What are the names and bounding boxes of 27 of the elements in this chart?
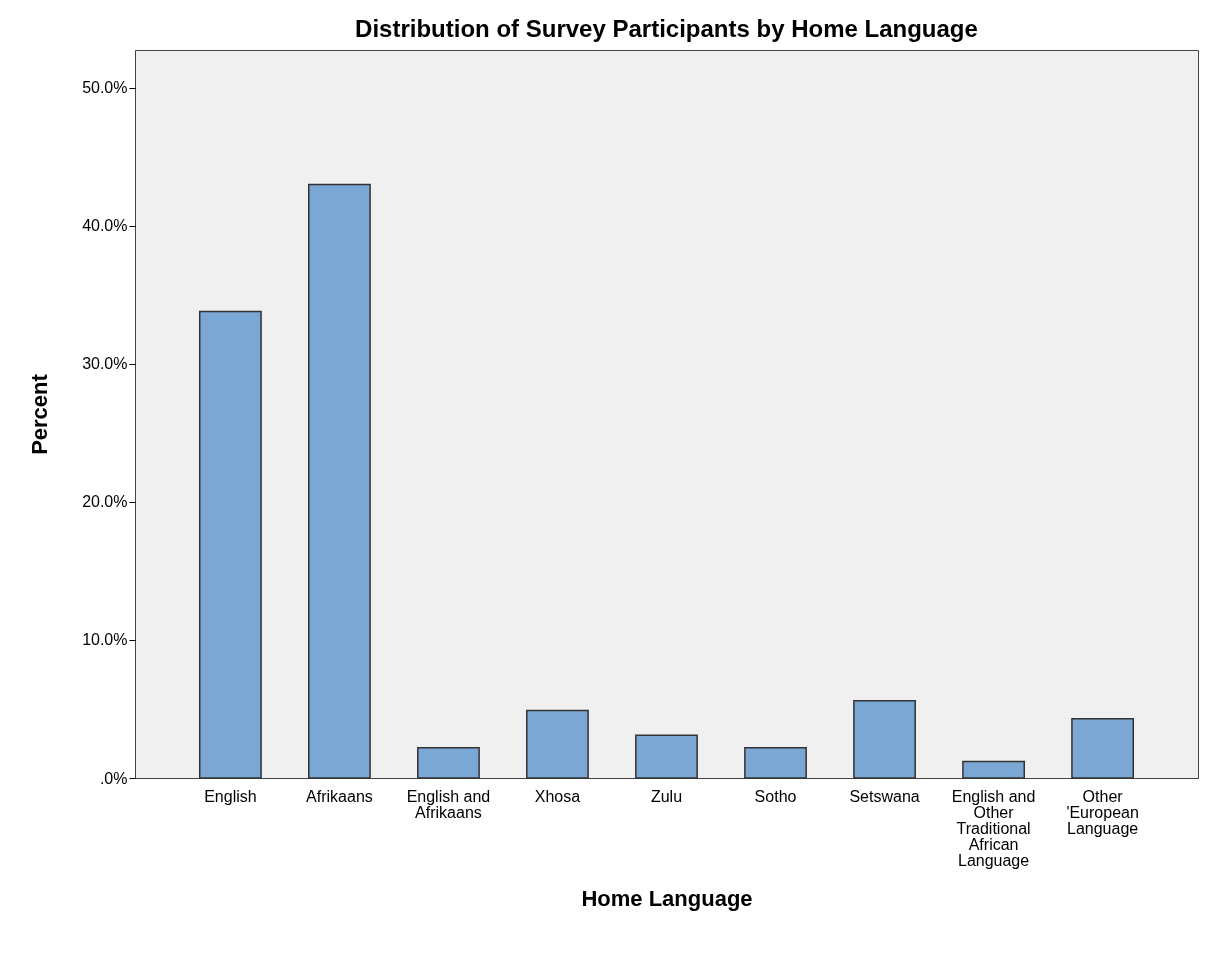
y-tick-label: .0% — [99, 769, 128, 787]
x-tick-label: English and Other Traditional African Language — [951, 787, 1036, 869]
x-tick-label: Zulu — [650, 787, 683, 805]
x-tick-label: Sotho — [754, 787, 797, 805]
x-tick-label: Setswana — [849, 787, 920, 805]
x-tick-label: Xhosa — [534, 787, 581, 805]
y-tick-label: 40.0% — [82, 217, 128, 235]
y-tick-label: 20.0% — [82, 493, 128, 511]
bar — [417, 746, 480, 779]
y-tick-label: 50.0% — [82, 79, 128, 97]
bar — [198, 310, 262, 779]
x-tick-label: English — [204, 787, 257, 805]
y-axis-title: Percent — [27, 373, 53, 455]
y-tick-label: 30.0% — [82, 355, 128, 373]
bar — [744, 746, 807, 779]
x-axis-title: Home Language — [581, 885, 753, 911]
x-tick-label: Other 'European Language — [1066, 787, 1139, 837]
bar — [853, 699, 916, 779]
x-tick-label: Afrikaans — [306, 787, 373, 805]
bar — [1071, 717, 1135, 779]
bar — [635, 734, 698, 779]
y-tick-label: 10.0% — [82, 631, 128, 649]
bar — [962, 760, 1025, 779]
chart-title: Distribution of Survey Participants by Home Language — [355, 15, 978, 42]
x-tick-label: English and Afrikaans — [406, 787, 491, 821]
bar — [526, 709, 589, 779]
bar — [308, 183, 371, 779]
